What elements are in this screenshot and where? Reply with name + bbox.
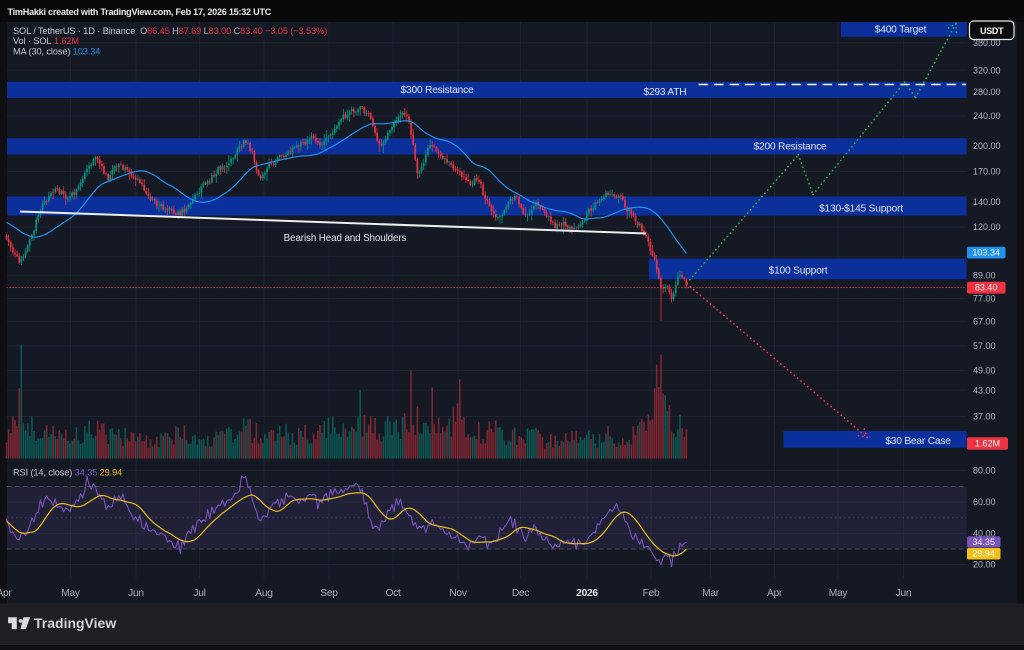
svg-text:1.62M: 1.62M [975, 438, 1000, 448]
svg-text:Aug: Aug [255, 588, 273, 599]
svg-text:34.35: 34.35 [972, 537, 995, 547]
svg-text:$200 Resistance: $200 Resistance [754, 142, 827, 153]
svg-text:$100 Support: $100 Support [769, 265, 828, 276]
svg-text:40.00: 40.00 [973, 529, 996, 539]
svg-text:$300 Resistance: $300 Resistance [401, 85, 474, 96]
svg-text:$30 Bear Case: $30 Bear Case [885, 436, 951, 447]
svg-text:Oct: Oct [385, 588, 401, 599]
svg-text:280.00: 280.00 [973, 87, 1001, 97]
svg-text:57.00: 57.00 [973, 341, 996, 351]
svg-text:320.00: 320.00 [973, 66, 1001, 76]
svg-text:2026: 2026 [576, 588, 598, 599]
svg-text:Jul: Jul [193, 588, 205, 599]
svg-text:Jun: Jun [128, 588, 144, 599]
svg-text:77.00: 77.00 [973, 294, 996, 304]
svg-text:89.00: 89.00 [973, 270, 996, 280]
svg-text:Bearish Head and Shoulders: Bearish Head and Shoulders [284, 233, 407, 244]
svg-text:240.00: 240.00 [973, 111, 1001, 121]
svg-text:80.00: 80.00 [973, 466, 996, 476]
svg-text:37.00: 37.00 [973, 412, 996, 422]
svg-text:380.00: 380.00 [973, 38, 1001, 48]
svg-text:Mar: Mar [702, 588, 720, 599]
svg-text:140.00: 140.00 [973, 197, 1001, 207]
svg-text:60.00: 60.00 [973, 497, 996, 507]
svg-text:Jun: Jun [896, 588, 912, 599]
svg-text:Nov: Nov [449, 588, 468, 599]
svg-text:170.00: 170.00 [973, 167, 1001, 177]
svg-text:$293 ATH: $293 ATH [644, 87, 687, 98]
svg-text:TradingView: TradingView [34, 615, 116, 631]
svg-text:TimHakki created with TradingV: TimHakki created with TradingView.com, F… [8, 7, 272, 17]
svg-text:83.40: 83.40 [975, 283, 998, 293]
svg-text:200.00: 200.00 [973, 141, 1001, 151]
svg-text:USDT: USDT [980, 26, 1004, 36]
svg-text:120.00: 120.00 [973, 222, 1001, 232]
svg-text:49.00: 49.00 [973, 366, 996, 376]
svg-text:$130-$145 Support: $130-$145 Support [819, 204, 903, 215]
svg-text:Apr: Apr [767, 588, 783, 599]
svg-text:Sep: Sep [320, 588, 338, 599]
svg-text:Dec: Dec [512, 588, 530, 599]
svg-text:Vol · SOL 1.62M: Vol · SOL 1.62M [13, 36, 79, 46]
svg-text:RSI (14, close) 34.35 29.94: RSI (14, close) 34.35 29.94 [13, 468, 122, 478]
svg-text:103.34: 103.34 [972, 247, 1000, 257]
svg-text:May: May [61, 588, 81, 599]
svg-text:Feb: Feb [643, 588, 660, 599]
svg-text:May: May [829, 588, 849, 599]
svg-text:SOL / TetherUS · 1D · Binance: SOL / TetherUS · 1D · Binance O86.45 H87… [13, 26, 327, 36]
svg-text:$400 Target: $400 Target [875, 25, 927, 36]
svg-text:20.00: 20.00 [973, 560, 996, 570]
svg-text:MA (30, close) 103.34: MA (30, close) 103.34 [13, 46, 100, 56]
svg-text:29.94: 29.94 [972, 549, 995, 559]
svg-text:43.00: 43.00 [973, 386, 996, 396]
svg-text:Apr: Apr [0, 588, 12, 599]
svg-text:67.00: 67.00 [973, 317, 996, 327]
